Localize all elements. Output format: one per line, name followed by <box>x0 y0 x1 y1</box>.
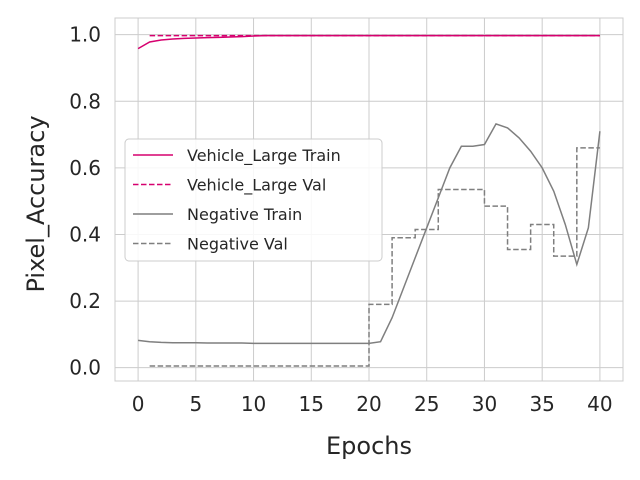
legend-box <box>124 138 383 262</box>
legend-label-0: Vehicle_Large Train <box>187 146 341 166</box>
y-tick-label: 0.6 <box>69 156 101 180</box>
x-tick-label: 35 <box>529 392 554 416</box>
x-tick-label: 20 <box>356 392 381 416</box>
x-tick-label: 5 <box>189 392 202 416</box>
y-tick-label: 0.2 <box>69 289 101 313</box>
y-axis-label: Pixel_Accuracy <box>22 115 50 292</box>
x-tick-label: 10 <box>241 392 266 416</box>
legend-label-1: Vehicle_Large Val <box>187 176 326 196</box>
x-tick-label: 30 <box>472 392 497 416</box>
y-tick-label: 0.4 <box>69 222 101 246</box>
x-axis-ticks: 0 5 10 15 20 25 30 35 40 <box>132 392 613 416</box>
series-lines <box>137 34 601 367</box>
series-line-3 <box>149 147 600 367</box>
x-tick-label: 15 <box>299 392 324 416</box>
y-tick-label: 0.0 <box>69 356 101 380</box>
y-axis-ticks: 0.0 0.2 0.4 0.6 0.8 1.0 <box>69 23 101 380</box>
y-tick-label: 0.8 <box>69 89 101 113</box>
x-axis-label: Epochs <box>326 432 412 460</box>
x-tick-label: 0 <box>132 392 145 416</box>
x-tick-label: 40 <box>587 392 612 416</box>
y-tick-label: 1.0 <box>69 23 101 47</box>
x-tick-label: 25 <box>414 392 439 416</box>
legend-label-2: Negative Train <box>187 205 302 224</box>
legend: Vehicle_Large Train Vehicle_Large Val Nega… <box>124 138 383 262</box>
legend-label-3: Negative Val <box>187 235 288 254</box>
